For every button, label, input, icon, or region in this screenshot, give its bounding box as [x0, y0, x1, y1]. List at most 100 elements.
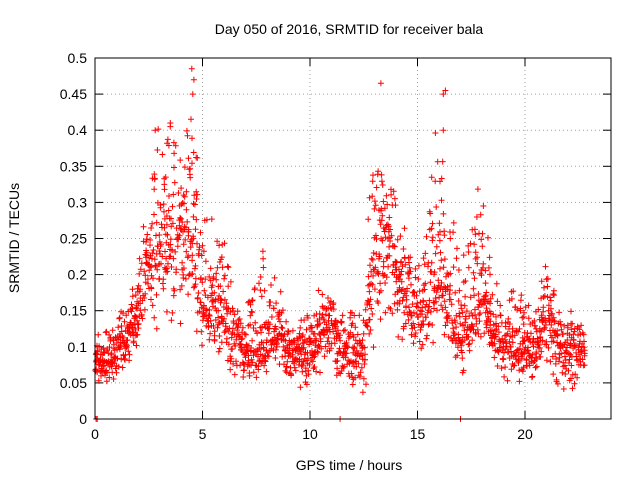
data-point: [129, 293, 136, 300]
data-point: [533, 363, 540, 370]
data-point: [441, 232, 448, 239]
data-point: [550, 287, 557, 294]
data-point: [102, 329, 109, 336]
data-point: [192, 281, 199, 288]
data-point: [547, 294, 554, 301]
data-point: [234, 324, 241, 331]
data-point: [423, 335, 430, 342]
data-point: [171, 164, 177, 171]
data-point: [130, 338, 137, 345]
data-point: [543, 357, 550, 364]
data-point: [382, 280, 389, 286]
data-point: [502, 364, 509, 371]
data-point: [497, 302, 504, 309]
data-point: [215, 307, 222, 314]
data-point: [506, 321, 513, 327]
data-point: [202, 276, 209, 283]
data-point: [403, 303, 409, 310]
data-point: [283, 318, 290, 325]
data-point: [106, 344, 113, 351]
data-point: [415, 276, 422, 282]
data-point: [547, 358, 554, 365]
data-point: [152, 262, 159, 269]
data-point: [400, 246, 407, 252]
data-point: [246, 370, 253, 376]
data-point: [435, 277, 442, 284]
data-point: [428, 174, 435, 181]
data-point: [158, 241, 164, 248]
data-point: [509, 339, 516, 346]
data-point: [257, 274, 264, 280]
data-point: [171, 287, 178, 294]
data-point: [108, 350, 115, 357]
data-point: [574, 357, 581, 364]
data-point: [474, 326, 481, 333]
data-point: [539, 337, 546, 344]
data-point: [541, 324, 548, 331]
data-point: [548, 321, 555, 328]
data-point: [196, 308, 203, 315]
data-point: [557, 321, 564, 328]
data-point: [338, 318, 345, 325]
data-point: [259, 248, 266, 255]
data-point: [404, 285, 411, 292]
data-point: [448, 301, 455, 308]
data-point: [403, 296, 410, 303]
data-point: [297, 384, 304, 391]
data-point: [299, 332, 306, 338]
data-point: [428, 259, 435, 266]
data-point: [436, 220, 443, 227]
data-point: [303, 326, 310, 333]
data-point: [151, 175, 158, 182]
data-point: [466, 340, 473, 347]
data-point: [380, 198, 387, 205]
data-point: [222, 320, 229, 327]
data-point: [118, 323, 125, 329]
data-point: [151, 256, 158, 263]
data-point: [221, 240, 228, 247]
data-point: [390, 188, 397, 195]
data-point: [272, 323, 279, 330]
data-point: [118, 328, 125, 335]
data-point: [483, 289, 490, 296]
data-point: [442, 304, 449, 311]
data-point: [147, 242, 153, 249]
data-point: [479, 230, 486, 237]
data-point: [278, 324, 285, 331]
data-point: [420, 298, 427, 305]
data-point: [178, 215, 184, 222]
data-point: [291, 364, 298, 371]
data-point: [300, 346, 307, 352]
data-point: [433, 298, 439, 305]
data-point: [177, 286, 184, 293]
data-point: [133, 342, 140, 349]
data-point: [561, 362, 568, 369]
data-point: [541, 293, 548, 299]
data-point: [440, 264, 447, 271]
data-point: [221, 315, 227, 322]
data-point: [216, 292, 223, 299]
data-point: [227, 309, 234, 315]
data-point: [412, 265, 419, 272]
data-point: [447, 270, 454, 277]
data-point: [215, 314, 222, 321]
data-point: [163, 269, 169, 275]
data-point: [337, 332, 343, 339]
data-point: [153, 325, 160, 332]
data-point: [553, 376, 560, 383]
data-point: [372, 264, 379, 271]
data-point: [315, 342, 322, 349]
data-point: [192, 275, 199, 282]
data-point: [355, 360, 362, 367]
data-point: [568, 375, 574, 382]
data-point: [549, 334, 555, 341]
data-point: [506, 338, 513, 345]
data-point: [469, 337, 476, 344]
data-point: [210, 323, 217, 329]
data-point: [101, 362, 107, 369]
data-point: [438, 279, 445, 286]
data-point: [198, 275, 204, 281]
data-point: [517, 305, 524, 312]
data-point: [452, 289, 459, 296]
data-point: [477, 333, 484, 340]
